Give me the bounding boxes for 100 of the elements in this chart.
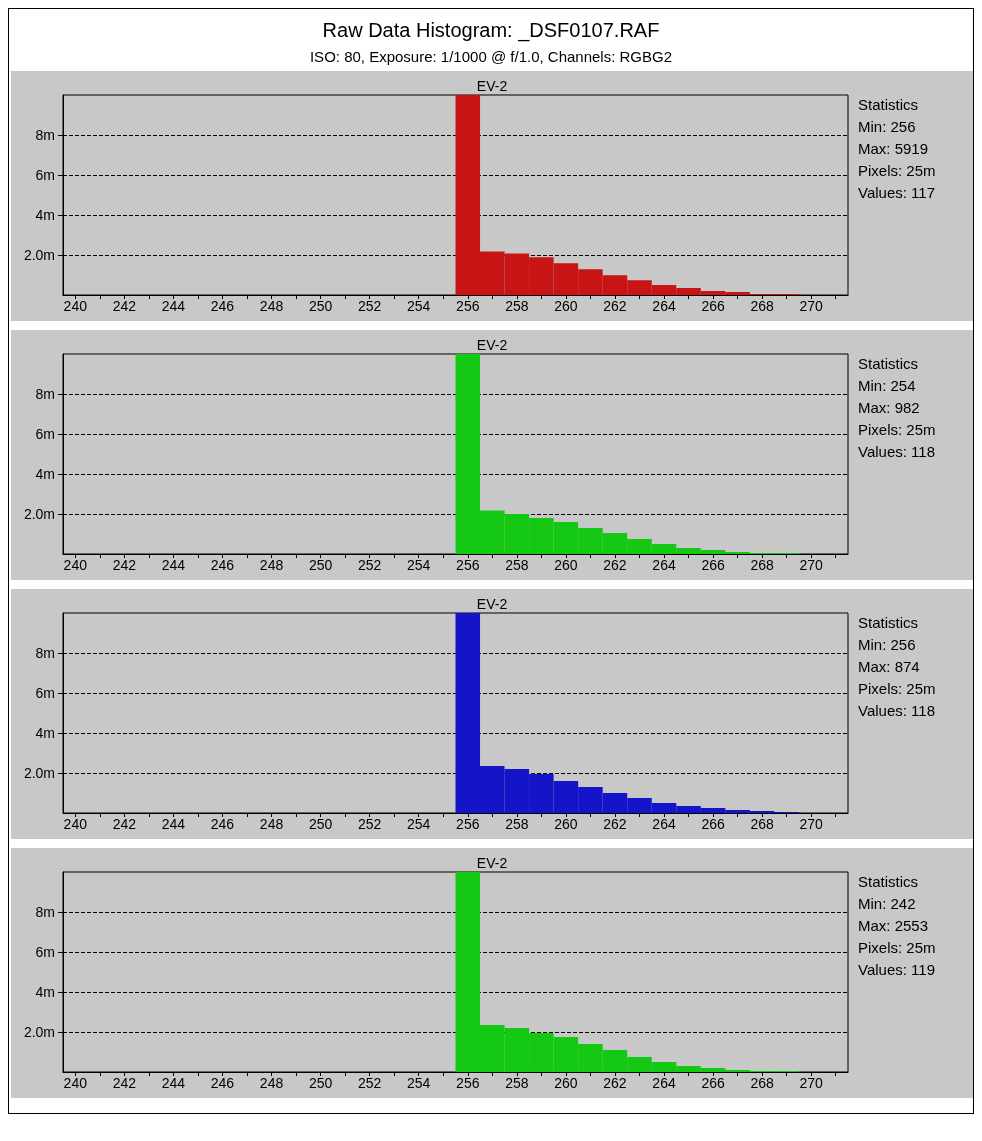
text: Raw Data Histogram: _DSF0107.RAF: [321, 19, 661, 42]
x-tick-label: 248: [259, 1075, 284, 1091]
x-tick-label: 260: [554, 1075, 578, 1091]
x-tick-label: 264: [652, 816, 676, 832]
x-tick-label: 252: [357, 816, 382, 832]
x-tick-label: 246: [210, 557, 235, 573]
x-tick-label: 262: [603, 298, 627, 314]
x-tick-label: 252: [357, 557, 382, 573]
x-tick-label: 260: [554, 816, 578, 832]
y-tick-label: 8m: [35, 645, 55, 661]
chart-title: EV-2: [476, 596, 508, 612]
text: Statistics: [858, 96, 919, 113]
y-tick-label: 2.0m: [23, 765, 55, 781]
x-tick-label: 264: [652, 298, 676, 314]
x-tick-label: 270: [799, 298, 824, 314]
text: Values: 118: [858, 443, 935, 460]
x-tick-label: 240: [63, 1075, 88, 1091]
x-tick-label: 262: [603, 1075, 627, 1091]
x-tick-label: 250: [308, 816, 333, 832]
x-tick-label: 268: [750, 557, 775, 573]
y-tick-label: 2.0m: [23, 506, 55, 522]
x-tick-label: 266: [701, 298, 725, 314]
x-tick-label: 248: [259, 557, 284, 573]
x-tick-label: 242: [112, 816, 137, 832]
x-tick-label: 250: [308, 1075, 333, 1091]
x-tick-label: 244: [161, 557, 186, 573]
x-tick-label: 254: [407, 1075, 431, 1091]
x-tick-label: 248: [259, 298, 284, 314]
x-tick-label: 240: [63, 298, 88, 314]
text: Pixels: 25m: [858, 939, 936, 956]
x-tick-label: 248: [259, 816, 284, 832]
x-tick-label: 258: [505, 557, 529, 573]
y-tick-label: 6m: [35, 944, 55, 960]
text: Min: 256: [858, 118, 916, 135]
x-tick-label: 252: [357, 1075, 382, 1091]
text: ISO: 80, Exposure: 1/1000 @ f/1.0, Channels: RGBG2: [308, 48, 674, 65]
chart-title: EV-2: [476, 78, 508, 94]
text: Max: 874: [858, 658, 920, 675]
x-tick-label: 266: [701, 557, 725, 573]
y-tick-label: 6m: [35, 685, 55, 701]
text: Max: 2553: [858, 917, 929, 934]
x-tick-label: 240: [63, 816, 88, 832]
text: Pixels: 25m: [858, 162, 936, 179]
x-tick-label: 244: [161, 1075, 186, 1091]
x-tick-label: 264: [652, 1075, 676, 1091]
x-tick-label: 252: [357, 298, 382, 314]
text: Values: 119: [858, 961, 935, 978]
x-tick-label: 246: [210, 1075, 235, 1091]
x-tick-label: 254: [407, 816, 431, 832]
text: Pixels: 25m: [858, 421, 936, 438]
chart-title: EV-2: [476, 337, 508, 353]
x-tick-label: 268: [750, 298, 775, 314]
x-tick-label: 260: [554, 298, 578, 314]
x-tick-label: 256: [456, 557, 480, 573]
x-tick-label: 266: [701, 816, 725, 832]
x-tick-label: 242: [112, 557, 137, 573]
x-tick-label: 242: [112, 1075, 137, 1091]
x-tick-label: 256: [456, 1075, 480, 1091]
x-tick-label: 246: [210, 816, 235, 832]
y-tick-label: 8m: [35, 386, 55, 402]
x-tick-label: 256: [456, 298, 480, 314]
text: Values: 118: [858, 702, 935, 719]
x-tick-label: 268: [750, 816, 775, 832]
y-tick-label: 2.0m: [23, 1024, 55, 1040]
text: Min: 242: [858, 895, 916, 912]
x-tick-label: 268: [750, 1075, 775, 1091]
text: Min: 254: [858, 377, 916, 394]
x-tick-label: 264: [652, 557, 676, 573]
x-tick-label: 270: [799, 1075, 824, 1091]
x-tick-label: 244: [161, 816, 186, 832]
y-tick-label: 4m: [35, 207, 55, 223]
y-tick-label: 6m: [35, 426, 55, 442]
y-tick-label: 4m: [35, 984, 55, 1000]
x-tick-label: 270: [799, 557, 824, 573]
x-tick-label: 244: [161, 298, 186, 314]
x-tick-label: 246: [210, 298, 235, 314]
text: Statistics: [858, 614, 919, 631]
x-tick-label: 266: [701, 1075, 725, 1091]
x-tick-label: 250: [308, 298, 333, 314]
y-tick-label: 4m: [35, 466, 55, 482]
x-tick-label: 262: [603, 816, 627, 832]
text: Statistics: [858, 873, 919, 890]
x-tick-label: 258: [505, 1075, 529, 1091]
x-tick-label: 258: [505, 298, 529, 314]
x-tick-label: 242: [112, 298, 137, 314]
text: Max: 982: [858, 399, 920, 416]
y-tick-label: 8m: [35, 127, 55, 143]
text: Statistics: [858, 355, 919, 372]
y-tick-label: 8m: [35, 904, 55, 920]
x-tick-label: 258: [505, 816, 529, 832]
x-tick-label: 240: [63, 557, 88, 573]
y-tick-label: 2.0m: [23, 247, 55, 263]
text: Max: 5919: [858, 140, 929, 157]
chart-title: EV-2: [476, 855, 508, 871]
x-tick-label: 254: [407, 557, 431, 573]
y-tick-label: 6m: [35, 167, 55, 183]
x-tick-label: 254: [407, 298, 431, 314]
y-tick-label: 4m: [35, 725, 55, 741]
x-tick-label: 270: [799, 816, 824, 832]
x-tick-label: 262: [603, 557, 627, 573]
